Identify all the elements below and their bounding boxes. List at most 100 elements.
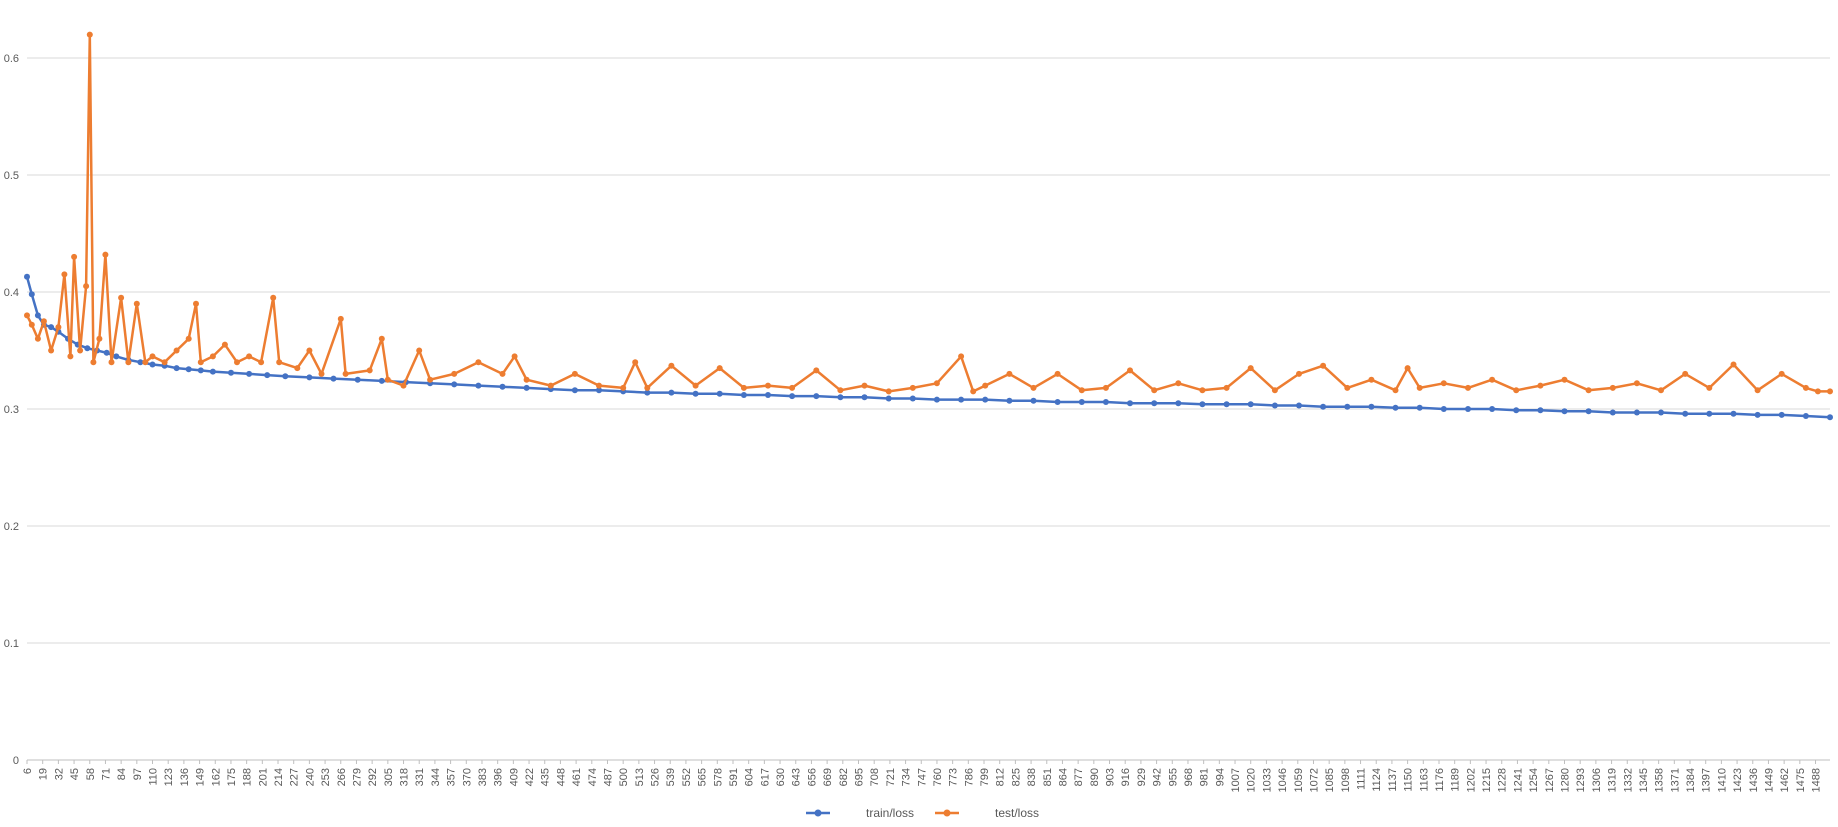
x-tick-label: 643 (791, 768, 803, 786)
data-point-test-loss (1465, 384, 1471, 391)
x-tick-label: 1215 (1481, 768, 1493, 792)
data-point-test-loss (1682, 370, 1689, 377)
data-point-test-loss (55, 324, 62, 331)
data-point-test-loss (716, 365, 723, 372)
data-point-train-loss (1609, 409, 1616, 416)
data-point-train-loss (499, 383, 506, 390)
data-point-test-loss (1054, 370, 1061, 377)
data-point-train-loss (1344, 403, 1351, 410)
x-tick-label: 1020 (1246, 768, 1258, 792)
x-tick-label: 266 (336, 768, 348, 786)
data-point-test-loss (234, 359, 240, 366)
x-tick-label: 1137 (1387, 768, 1399, 792)
x-tick-label: 981 (1199, 768, 1211, 786)
data-point-test-loss (1489, 376, 1496, 383)
x-tick-label: 526 (650, 768, 662, 786)
x-tick-label: 448 (555, 768, 567, 786)
x-tick-label: 97 (132, 768, 144, 780)
data-point-train-loss (1102, 399, 1109, 405)
data-point-train-loss (958, 396, 965, 403)
data-point-train-loss (1682, 410, 1689, 417)
x-tick-label: 422 (524, 768, 536, 786)
x-tick-label: 877 (1073, 768, 1085, 786)
legend-label-train-loss: train/loss (866, 806, 914, 820)
data-point-train-loss (982, 396, 989, 403)
data-point-test-loss (1127, 367, 1133, 374)
x-tick-label: 1306 (1591, 768, 1603, 792)
x-tick-label: 45 (69, 768, 81, 780)
data-point-test-loss (337, 315, 344, 322)
data-point-test-loss (692, 382, 699, 389)
x-tick-label: 773 (948, 768, 960, 786)
data-point-test-loss (813, 367, 820, 374)
data-point-train-loss (1440, 406, 1447, 412)
data-point-test-loss (909, 384, 916, 391)
data-point-test-loss (1561, 376, 1568, 383)
data-point-train-loss (264, 372, 271, 379)
data-point-test-loss (318, 370, 325, 377)
data-point-train-loss (354, 376, 361, 383)
data-point-train-loss (1223, 401, 1230, 408)
x-tick-label: 1410 (1716, 768, 1728, 792)
x-tick-label: 604 (744, 768, 756, 786)
data-point-train-loss (197, 367, 204, 374)
data-point-train-loss (113, 353, 120, 360)
data-point-test-loss (366, 367, 373, 374)
data-point-train-loss (1585, 408, 1592, 415)
x-tick-label: 279 (351, 768, 363, 786)
data-point-test-loss (427, 376, 434, 383)
data-point-test-loss (173, 347, 180, 354)
gridlines (27, 57, 1830, 761)
x-tick-label: 734 (901, 768, 913, 786)
x-tick-label: 1332 (1622, 768, 1634, 792)
legend-marker-test-loss (943, 809, 951, 817)
data-point-train-loss (1271, 402, 1278, 409)
data-point-train-loss (909, 395, 916, 402)
x-tick-label: 903 (1105, 768, 1117, 786)
data-point-test-loss (77, 347, 84, 354)
data-point-train-loss (789, 393, 796, 400)
x-tick-label: 1319 (1607, 768, 1619, 792)
x-tick-label: 825 (1010, 768, 1022, 786)
data-point-test-loss (740, 384, 747, 391)
data-point-test-loss (1030, 384, 1037, 391)
data-point-test-loss (958, 353, 965, 360)
x-tick-label: 1124 (1371, 768, 1383, 792)
x-tick-label: 1449 (1763, 768, 1775, 792)
data-point-train-loss (861, 394, 868, 401)
data-point-test-loss (1706, 384, 1713, 391)
y-tick-label: 0.4 (4, 287, 19, 299)
x-tick-label: 1085 (1324, 768, 1336, 792)
data-point-train-loss (34, 312, 41, 319)
x-tick-label: 1098 (1340, 768, 1352, 792)
data-point-train-loss (282, 373, 289, 380)
x-tick-label: 1007 (1230, 768, 1242, 792)
data-point-train-loss (28, 291, 35, 298)
data-point-test-loss (668, 362, 675, 369)
data-point-train-loss (228, 369, 234, 376)
data-point-train-loss (1054, 399, 1061, 405)
x-tick-label: 6 (22, 768, 34, 774)
x-tick-label: 630 (775, 768, 787, 786)
data-point-train-loss (1416, 404, 1423, 411)
data-point-train-loss (185, 366, 192, 373)
data-point-train-loss (1368, 403, 1375, 410)
data-point-test-loss (258, 359, 265, 366)
data-point-test-loss (885, 388, 892, 395)
data-point-train-loss (765, 392, 771, 398)
data-point-train-loss (1175, 400, 1182, 407)
x-tick-label: 851 (1042, 768, 1054, 786)
x-tick-label: 1176 (1434, 768, 1446, 792)
data-point-test-loss (620, 384, 627, 391)
data-point-train-loss (571, 387, 578, 394)
x-tick-label: 331 (414, 768, 426, 786)
x-tick-label: 136 (179, 768, 191, 786)
data-point-train-loss (813, 393, 820, 400)
x-tick-label: 1059 (1293, 768, 1305, 792)
x-tick-label: 1280 (1559, 768, 1571, 792)
x-tick-label: 370 (461, 768, 473, 786)
x-tick-label: 1202 (1465, 768, 1477, 792)
x-tick-label: 760 (932, 768, 944, 786)
x-tick-label: 1267 (1544, 768, 1556, 792)
data-point-test-loss (1754, 387, 1761, 394)
